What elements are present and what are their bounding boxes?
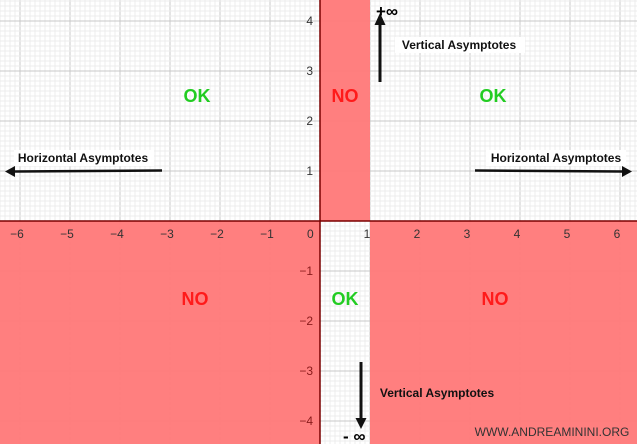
- y-tick-label: −2: [299, 314, 313, 328]
- vertical-asymptote-label-bottom: Vertical Asymptotes: [380, 386, 495, 400]
- x-tick-label: 4: [514, 227, 521, 241]
- x-tick-label: 1: [364, 227, 371, 241]
- up-arrow: [374, 13, 386, 82]
- tick-labels: −6 −5 −4 −3 −2 −1 1 2 3 4 5 6 4 3 2 1 −1 −2 −3 −4: [10, 14, 621, 428]
- x-tick-label: −2: [210, 227, 224, 241]
- y-tick-label: 4: [306, 14, 313, 28]
- horizontal-asymptote-label-left: Horizontal Asymptotes: [18, 151, 149, 165]
- x-tick-label: −3: [160, 227, 174, 241]
- x-tick-label: −1: [260, 227, 274, 241]
- horizontal-asymptote-label-right: Horizontal Asymptotes: [491, 151, 622, 165]
- x-tick-label: 2: [414, 227, 421, 241]
- region-top-middle-label: NO: [332, 86, 359, 106]
- x-tick-label: 6: [614, 227, 621, 241]
- region-bottom-middle-label: OK: [332, 289, 359, 309]
- y-tick-label: 3: [306, 64, 313, 78]
- plus-infinity: +∞: [376, 2, 398, 21]
- region-bottom-left-label: NO: [182, 289, 209, 309]
- y-tick-label: −3: [299, 364, 313, 378]
- y-tick-label: −4: [299, 414, 313, 428]
- minus-infinity: - ∞: [343, 427, 366, 444]
- region-bottom-right-label: NO: [482, 289, 509, 309]
- x-tick-label: −4: [110, 227, 124, 241]
- x-tick-label: −6: [10, 227, 24, 241]
- no-region-bottom-right: [370, 221, 637, 444]
- y-tick-label: 2: [306, 114, 313, 128]
- watermark: WWW.ANDREAMININI.ORG: [475, 425, 630, 439]
- x-tick-label: 5: [564, 227, 571, 241]
- y-tick-label: 1: [306, 164, 313, 178]
- left-arrow: [5, 166, 163, 177]
- region-top-left-label: OK: [184, 86, 211, 106]
- no-region-bottom-left: [0, 221, 320, 444]
- label-bg: [486, 150, 626, 166]
- vertical-asymptote-label-top: Vertical Asymptotes: [402, 38, 517, 52]
- y-tick-label: −1: [299, 264, 313, 278]
- down-arrow: [355, 362, 367, 429]
- label-bg: [14, 150, 154, 166]
- x-tick-label: 3: [464, 227, 471, 241]
- no-region-top-strip: [320, 0, 370, 221]
- region-top-right-label: OK: [480, 86, 507, 106]
- origin-label: 0: [307, 227, 314, 241]
- x-tick-label: −5: [60, 227, 74, 241]
- right-arrow: [474, 166, 632, 177]
- label-bg: [395, 37, 525, 53]
